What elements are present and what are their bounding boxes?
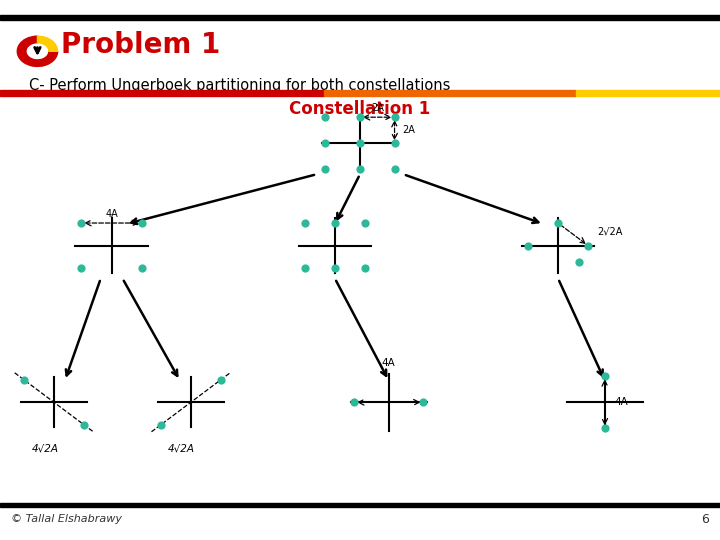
Point xyxy=(348,398,360,407)
Text: C- Perform Ungerboek partitioning for both constellations: C- Perform Ungerboek partitioning for bo… xyxy=(29,78,450,93)
Text: 6: 6 xyxy=(701,513,709,526)
Point xyxy=(599,372,611,381)
Point xyxy=(354,139,366,147)
Wedge shape xyxy=(17,36,58,66)
Point xyxy=(329,264,341,273)
Text: 2A: 2A xyxy=(371,103,384,113)
Text: 2A: 2A xyxy=(402,125,415,135)
Text: © Tallal Elshabrawy: © Tallal Elshabrawy xyxy=(11,515,122,524)
Point xyxy=(76,219,87,227)
Point xyxy=(320,165,331,173)
Bar xyxy=(324,90,576,96)
Point xyxy=(354,113,366,122)
Point xyxy=(354,165,366,173)
Point xyxy=(359,219,371,227)
Point xyxy=(299,264,310,273)
Point xyxy=(389,165,400,173)
Point xyxy=(599,424,611,433)
Text: 4√2A: 4√2A xyxy=(32,443,58,453)
Text: 4A: 4A xyxy=(382,358,396,368)
Text: 4A: 4A xyxy=(614,397,628,407)
Point xyxy=(78,421,90,429)
Text: 4√2A: 4√2A xyxy=(168,443,195,453)
Point xyxy=(320,113,331,122)
Point xyxy=(418,398,429,407)
Text: 4A: 4A xyxy=(105,209,118,219)
Point xyxy=(329,219,341,227)
Point xyxy=(389,113,400,122)
Point xyxy=(552,219,564,227)
Point xyxy=(299,219,310,227)
Bar xyxy=(0,503,720,507)
Point xyxy=(76,264,87,273)
Point xyxy=(389,139,400,147)
Point xyxy=(18,375,30,384)
Text: Constellation 1: Constellation 1 xyxy=(289,100,431,118)
Bar xyxy=(0,90,324,96)
Point xyxy=(573,257,585,266)
Point xyxy=(320,139,331,147)
Point xyxy=(522,241,534,250)
Text: 2√2A: 2√2A xyxy=(597,227,622,237)
Point xyxy=(359,264,371,273)
Bar xyxy=(576,90,720,96)
Wedge shape xyxy=(37,36,58,51)
Text: Problem 1: Problem 1 xyxy=(61,31,220,59)
Point xyxy=(155,421,166,429)
Bar xyxy=(0,15,720,20)
Point xyxy=(582,241,594,250)
Point xyxy=(215,375,227,384)
Point xyxy=(136,219,148,227)
Point xyxy=(136,264,148,273)
